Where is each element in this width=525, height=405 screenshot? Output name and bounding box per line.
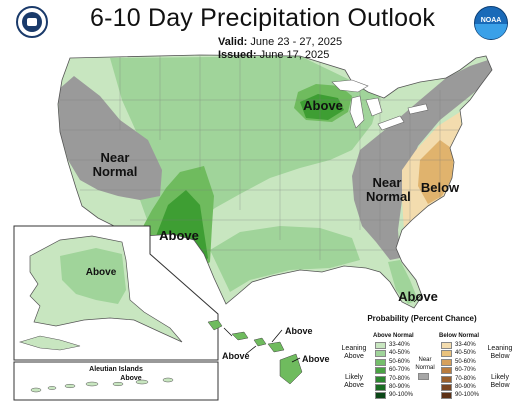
legend-above-swatch bbox=[375, 350, 386, 358]
legend-below-header: Below Normal bbox=[439, 333, 480, 339]
legend-below-bin-label: 33-40% bbox=[455, 342, 476, 348]
legend-title: Probability (Percent Chance) bbox=[367, 314, 477, 323]
legend-above-bin-label: 90-100% bbox=[389, 392, 414, 399]
label-hawaii-2: Above bbox=[222, 351, 250, 361]
legend-near-swatch bbox=[418, 373, 429, 380]
legend-below-swatch bbox=[441, 342, 452, 349]
aleutian-inset bbox=[13, 361, 219, 401]
legend-below-bin-label: 70-80% bbox=[455, 375, 476, 382]
legend-likely-above: Likely Above bbox=[344, 374, 364, 389]
legend-above-bin-label: 50-60% bbox=[389, 358, 410, 365]
legend-above-bin-label: 33-40% bbox=[389, 342, 410, 348]
label-southwest: Above bbox=[159, 228, 199, 243]
page-title: 6-10 Day Precipitation Outlook bbox=[89, 4, 436, 32]
commerce-seal-icon bbox=[16, 6, 48, 38]
legend-above-swatch bbox=[375, 367, 386, 375]
legend-above-swatch bbox=[375, 392, 386, 400]
legend-below-swatch bbox=[441, 384, 452, 391]
label-north-midwest: Above bbox=[303, 98, 343, 113]
issued-date: June 17, 2025 bbox=[259, 49, 330, 61]
legend-above-bin-label: 70-80% bbox=[389, 375, 410, 382]
label-alaska: Above bbox=[85, 267, 117, 278]
label-appalachians: Near Normal bbox=[366, 175, 411, 204]
legend-near-normal: Near Normal bbox=[415, 357, 435, 371]
hawaii-islands bbox=[207, 319, 303, 385]
label-aleutian: Above bbox=[120, 375, 142, 382]
legend-likely-below: Likely Below bbox=[490, 374, 510, 389]
issued-date-line: Issued: June 17, 2025 bbox=[218, 49, 329, 61]
label-pointer-lines bbox=[223, 293, 423, 363]
legend-below-swatch bbox=[441, 350, 452, 358]
legend-above-bin-label: 60-70% bbox=[389, 367, 410, 374]
legend-above-header: Above Normal bbox=[373, 333, 414, 339]
label-west-coast: Near Normal bbox=[92, 150, 138, 179]
label-hawaii-3: Above bbox=[302, 354, 330, 364]
legend-above-swatch bbox=[375, 342, 386, 349]
valid-dates: June 23 - 27, 2025 bbox=[250, 36, 343, 48]
alaska-inset bbox=[13, 225, 219, 361]
label-hawaii-1: Above bbox=[285, 326, 313, 336]
legend-below-swatch bbox=[441, 358, 452, 366]
legend-above-bin-label: 40-50% bbox=[389, 350, 410, 357]
legend-below-swatch bbox=[441, 375, 452, 383]
legend-leaning-below: Leaning Below bbox=[487, 345, 513, 360]
legend-below-bin-label: 50-60% bbox=[455, 358, 476, 365]
legend-below-bin-label: 40-50% bbox=[455, 350, 476, 357]
legend-above-swatch bbox=[375, 375, 386, 383]
legend-below-bin-label: 90-100% bbox=[455, 392, 480, 399]
legend-below-bin-label: 60-70% bbox=[455, 367, 476, 374]
noaa-logo-icon: NOAA bbox=[474, 6, 508, 40]
aleutian-title: Aleutian Islands bbox=[89, 366, 143, 373]
legend-above-swatch bbox=[375, 384, 386, 391]
legend-below-swatch bbox=[441, 367, 452, 375]
legend-leaning-above: Leaning Above bbox=[341, 345, 367, 360]
valid-label: Valid: bbox=[218, 36, 248, 48]
label-florida: Above bbox=[398, 289, 438, 304]
great-lakes bbox=[331, 79, 429, 131]
legend-above-bin-label: 80-90% bbox=[389, 384, 410, 390]
issued-label: Issued: bbox=[218, 49, 257, 61]
legend-above-swatch bbox=[375, 358, 386, 366]
legend-below-bin-label: 80-90% bbox=[455, 384, 476, 390]
legend-below-swatch bbox=[441, 392, 452, 400]
valid-dates-line: Valid: June 23 - 27, 2025 bbox=[218, 36, 342, 48]
label-mid-atlantic: Below bbox=[420, 180, 460, 195]
